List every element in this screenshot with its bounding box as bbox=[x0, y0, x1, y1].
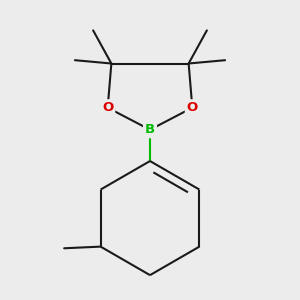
Text: O: O bbox=[187, 101, 198, 114]
Text: B: B bbox=[145, 123, 155, 136]
Text: O: O bbox=[102, 101, 113, 114]
